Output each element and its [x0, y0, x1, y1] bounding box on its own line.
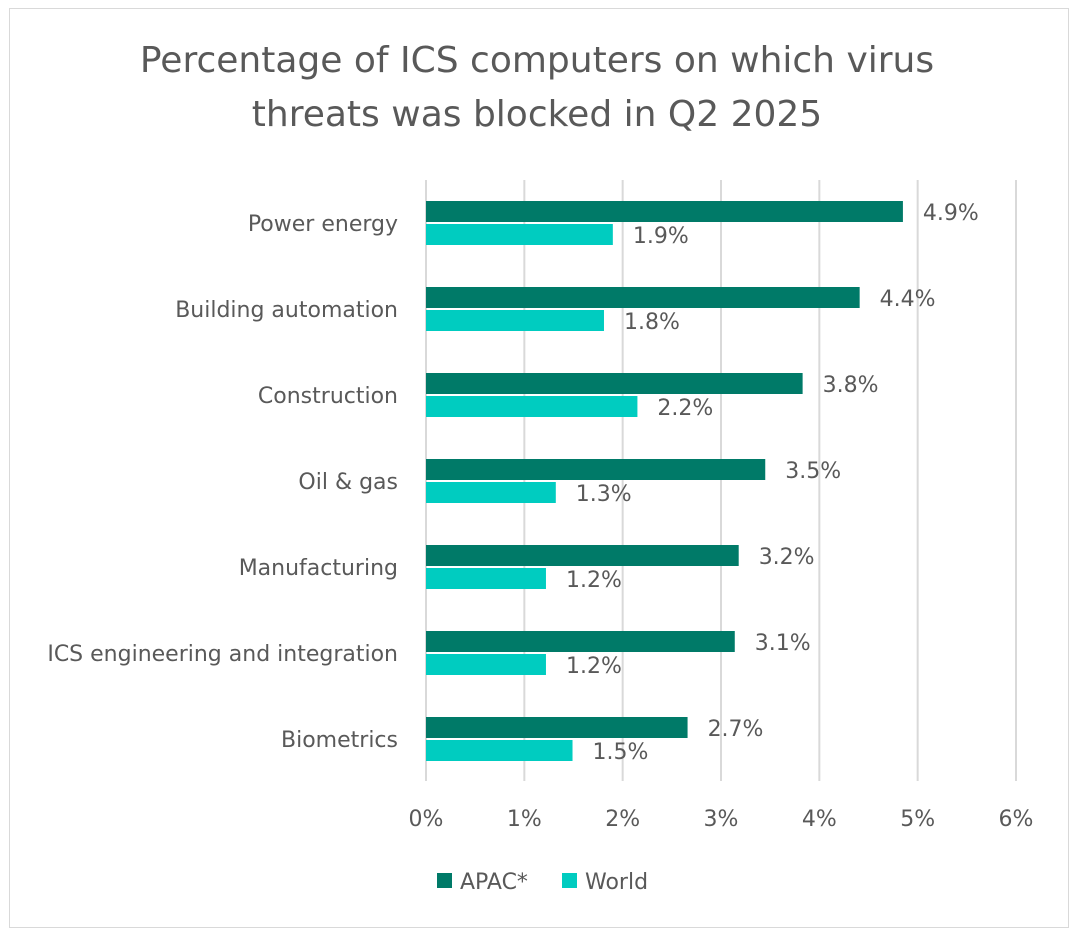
- data-label: 1.5%: [593, 740, 649, 765]
- data-label: 1.2%: [566, 654, 622, 679]
- category-label: Oil & gas: [298, 470, 398, 495]
- bar-world: [426, 482, 556, 503]
- bar-world: [426, 224, 613, 245]
- data-label: 1.8%: [624, 310, 680, 335]
- category-label: ICS engineering and integration: [47, 642, 398, 667]
- bar-world: [426, 740, 573, 761]
- chart-title-line-2: threats was blocked in Q2 2025: [251, 94, 823, 135]
- category-label: Biometrics: [281, 728, 398, 753]
- data-label: 4.4%: [880, 287, 936, 312]
- x-tick-label: 6%: [999, 807, 1034, 832]
- data-label: 1.9%: [633, 224, 689, 249]
- bar-apac: [426, 287, 860, 308]
- bar-apac: [426, 201, 903, 222]
- data-label: 1.2%: [566, 568, 622, 593]
- bar-apac: [426, 717, 688, 738]
- x-tick-label: 3%: [704, 807, 739, 832]
- data-label: 4.9%: [923, 201, 979, 226]
- x-tick-label: 2%: [605, 807, 640, 832]
- data-label: 2.2%: [657, 396, 713, 421]
- category-label: Power energy: [248, 212, 398, 237]
- category-label: Construction: [258, 384, 398, 409]
- chart-title: Percentage of ICS computers on which vir…: [0, 34, 1074, 142]
- bar-apac: [426, 631, 735, 652]
- data-label: 2.7%: [708, 717, 764, 742]
- x-tick-label: 1%: [507, 807, 542, 832]
- legend-swatch: [562, 873, 577, 888]
- data-label: 3.1%: [755, 631, 811, 656]
- bar-world: [426, 654, 546, 675]
- legend-label: World: [585, 870, 648, 895]
- data-label: 3.5%: [785, 459, 841, 484]
- data-label: 3.2%: [759, 545, 815, 570]
- data-label: 3.8%: [823, 373, 879, 398]
- bar-apac: [426, 373, 803, 394]
- bar-world: [426, 310, 604, 331]
- category-label: Manufacturing: [239, 556, 398, 581]
- legend-label: APAC*: [460, 870, 528, 895]
- bar-apac: [426, 545, 739, 566]
- bar-apac: [426, 459, 766, 480]
- data-label: 1.3%: [576, 482, 632, 507]
- category-label: Building automation: [175, 298, 398, 323]
- legend-swatch: [437, 873, 452, 888]
- x-tick-label: 4%: [802, 807, 837, 832]
- x-tick-label: 5%: [900, 807, 935, 832]
- chart-title-line-1: Percentage of ICS computers on which vir…: [139, 40, 935, 81]
- bar-world: [426, 568, 546, 589]
- x-tick-label: 0%: [409, 807, 444, 832]
- bar-world: [426, 396, 638, 417]
